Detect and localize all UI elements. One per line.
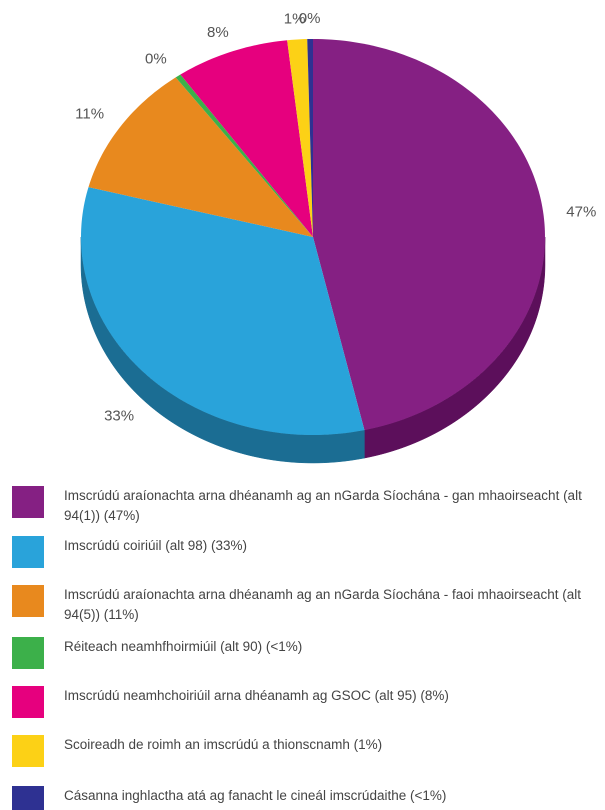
- pie-slice: [81, 187, 365, 435]
- legend-swatch: [12, 686, 44, 718]
- data-label: 8%: [207, 24, 229, 41]
- legend-item: Imscrúdú neamhchoiriúil arna dhéanamh ag…: [12, 686, 592, 726]
- legend-item: Réiteach neamhfhoirmiúil (alt 90) (<1%): [12, 637, 592, 677]
- legend-swatch: [12, 637, 44, 669]
- pie-slice: [307, 39, 313, 237]
- data-label: 47%: [566, 204, 596, 221]
- legend-label: Imscrúdú coiriúil (alt 98) (33%): [64, 538, 248, 553]
- pie-slice: [88, 77, 313, 237]
- data-label: 0%: [299, 10, 321, 27]
- legend-label: Imscrúdú araíonachta arna dhéanamh ag an…: [64, 587, 582, 622]
- pie-slice: [313, 39, 545, 431]
- legend-label: Réiteach neamhfhoirmiúil (alt 90) (<1%): [64, 639, 303, 654]
- data-label: 33%: [104, 408, 134, 425]
- legend-swatch: [12, 486, 44, 518]
- legend-label: Scoireadh de roimh an imscrúdú a thionsc…: [64, 737, 383, 752]
- data-label: 11%: [75, 106, 104, 123]
- data-label: 0%: [145, 51, 167, 68]
- legend-item: Imscrúdú araíonachta arna dhéanamh ag an…: [12, 486, 592, 526]
- legend-swatch: [12, 786, 44, 810]
- legend-item: Imscrúdú araíonachta arna dhéanamh ag an…: [12, 585, 592, 625]
- legend-swatch: [12, 585, 44, 617]
- legend-label: Imscrúdú neamhchoiriúil arna dhéanamh ag…: [64, 688, 449, 703]
- legend-swatch: [12, 735, 44, 767]
- legend-item: Imscrúdú coiriúil (alt 98) (33%): [12, 536, 592, 576]
- data-label: 1%: [284, 10, 306, 27]
- legend-swatch: [12, 536, 44, 568]
- chart: 47%33%11%0%8%1%0%: [75, 10, 596, 464]
- legend-item: Scoireadh de roimh an imscrúdú a thionsc…: [12, 735, 592, 775]
- pie-slice: [175, 74, 313, 237]
- pie-slice: [180, 40, 313, 237]
- legend-item: Cásanna inghlactha atá ag fanacht le cin…: [12, 786, 592, 810]
- legend-label: Imscrúdú araíonachta arna dhéanamh ag an…: [64, 488, 582, 523]
- legend-label: Cásanna inghlactha atá ag fanacht le cin…: [64, 788, 447, 803]
- pie-slice: [287, 39, 313, 238]
